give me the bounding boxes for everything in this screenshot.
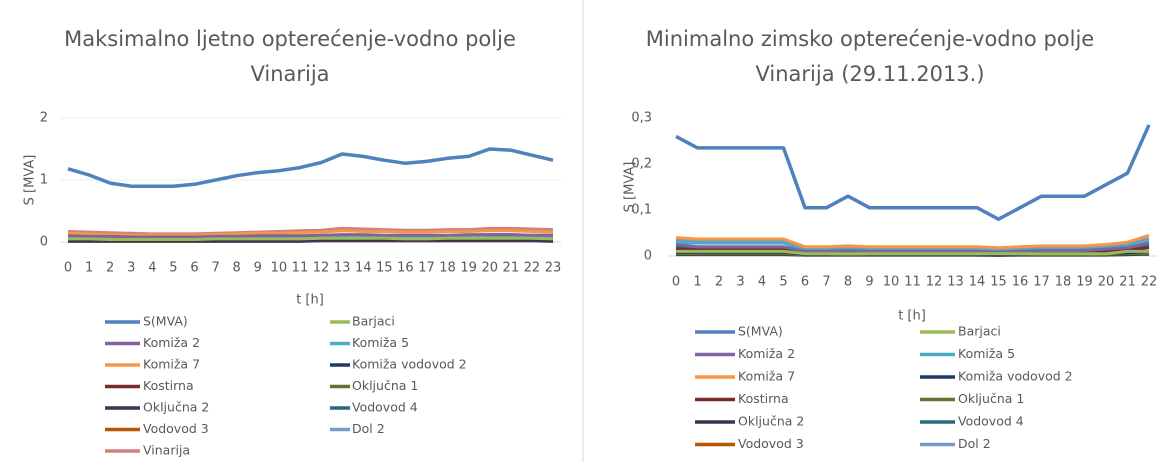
legend-label: Kostirna [738, 391, 789, 406]
x-tick-label: 7 [211, 261, 219, 276]
legend-label: Komiža 7 [143, 357, 200, 372]
x-tick-label: 19 [1076, 275, 1093, 290]
x-tick-label: 10 [271, 261, 288, 276]
legend-label: Dol 2 [958, 436, 991, 451]
series-line [675, 124, 1151, 221]
legend-label: Oključna 1 [958, 391, 1024, 406]
legend-label: Komiža 2 [143, 335, 200, 350]
legend-label: Vinarija [143, 443, 190, 458]
legend-label: S(MVA) [738, 324, 783, 339]
x-tick-label: 7 [822, 275, 830, 290]
legend-label: Komiža vodovod 2 [958, 369, 1073, 384]
series-line [68, 236, 554, 241]
x-axis-label: t [h] [296, 293, 324, 308]
x-tick-label: 20 [481, 261, 498, 276]
y-axis-label: S [MVA] [23, 155, 38, 206]
x-tick-label: 14 [969, 275, 986, 290]
legend-label: Vodovod 4 [958, 414, 1024, 429]
x-tick-label: 2 [106, 261, 114, 276]
legend-label: Oključna 2 [143, 400, 209, 415]
x-tick-label: 20 [1098, 275, 1115, 290]
legend-label: Vodovod 3 [738, 436, 804, 451]
x-tick-label: 1 [693, 275, 701, 290]
x-tick-label: 13 [947, 275, 964, 290]
series-line [67, 147, 554, 188]
x-tick-label: 22 [1141, 275, 1158, 290]
y-tick-label: 0,2 [631, 157, 652, 172]
x-tick-label: 5 [169, 261, 177, 276]
x-tick-label: 11 [904, 275, 921, 290]
legend-label: Dol 2 [352, 421, 385, 436]
x-tick-label: 15 [990, 275, 1007, 290]
x-tick-label: 6 [801, 275, 809, 290]
legend-label: Komiža vodovod 2 [352, 357, 467, 372]
y-tick-label: 1 [40, 173, 48, 188]
y-tick-label: 2 [40, 111, 48, 126]
legend-label: Komiža 2 [738, 346, 795, 361]
y-axis-label: S [MVA] [623, 162, 638, 213]
legend-label: Komiža 5 [958, 346, 1015, 361]
x-tick-label: 16 [1012, 275, 1029, 290]
x-tick-label: 3 [736, 275, 744, 290]
x-tick-label: 4 [148, 261, 156, 276]
x-tick-label: 9 [865, 275, 873, 290]
x-tick-label: 17 [1033, 275, 1050, 290]
x-tick-label: 12 [926, 275, 943, 290]
x-tick-label: 11 [292, 261, 309, 276]
legend-label: Oključna 1 [352, 378, 418, 393]
y-tick-label: 0,3 [631, 111, 652, 126]
x-tick-label: 5 [779, 275, 787, 290]
x-tick-label: 2 [715, 275, 723, 290]
legend-label: Vodovod 4 [352, 400, 418, 415]
series-line [67, 229, 554, 237]
chart-title: Vinarija (29.11.2013.) [755, 62, 984, 86]
x-tick-label: 21 [503, 261, 520, 276]
legend-label: Komiža 7 [738, 369, 795, 384]
x-tick-label: 0 [64, 261, 72, 276]
x-tick-label: 18 [1055, 275, 1072, 290]
series-line [675, 233, 1150, 250]
series-line [676, 249, 1149, 256]
y-tick-label: 0,1 [631, 203, 652, 218]
legend-label: Kostirna [143, 378, 194, 393]
y-tick-label: 0 [40, 235, 48, 250]
x-tick-label: 19 [460, 261, 477, 276]
x-tick-label: 9 [254, 261, 262, 276]
chart-title: Maksimalno ljetno opterećenje-vodno polj… [64, 27, 516, 51]
legend-label: S(MVA) [143, 314, 188, 329]
x-tick-label: 14 [355, 261, 372, 276]
x-tick-label: 8 [844, 275, 852, 290]
x-tick-label: 21 [1119, 275, 1136, 290]
x-tick-label: 6 [190, 261, 198, 276]
x-tick-label: 4 [758, 275, 766, 290]
legend-label: Komiža 5 [352, 335, 409, 350]
legend-label: Barjaci [958, 324, 1001, 339]
x-tick-label: 16 [397, 261, 414, 276]
x-tick-label: 22 [524, 261, 541, 276]
chart-title: Minimalno zimsko opterećenje-vodno polje [646, 27, 1094, 51]
x-axis-label: t [h] [898, 309, 926, 324]
legend-label: Vodovod 3 [143, 421, 209, 436]
legend-label: Oključna 2 [738, 414, 804, 429]
x-tick-label: 3 [127, 261, 135, 276]
x-tick-label: 0 [672, 275, 680, 290]
series-line [67, 233, 553, 239]
x-tick-label: 17 [418, 261, 435, 276]
series-line [675, 241, 1150, 254]
legend-label: Barjaci [352, 314, 395, 329]
x-tick-label: 10 [883, 275, 900, 290]
chart-title: Vinarija [250, 62, 329, 86]
x-tick-label: 8 [233, 261, 241, 276]
y-tick-label: 0 [644, 249, 652, 264]
x-tick-label: 15 [376, 261, 393, 276]
x-tick-label: 18 [439, 261, 456, 276]
x-tick-label: 1 [85, 261, 93, 276]
x-tick-label: 23 [545, 261, 562, 276]
x-tick-label: 13 [334, 261, 351, 276]
x-tick-label: 12 [313, 261, 330, 276]
